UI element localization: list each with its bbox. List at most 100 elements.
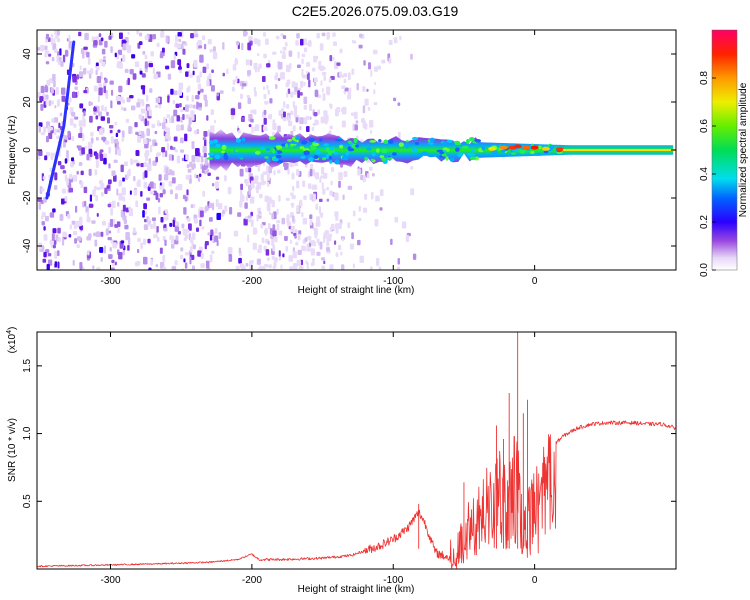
spectrogram-noise-cell xyxy=(107,237,112,241)
spectrogram-noise-cell xyxy=(71,135,75,142)
spectrogram-noise-cell xyxy=(191,163,196,169)
spectrogram-noise-cell xyxy=(176,155,180,164)
spectrogram-noise-cell xyxy=(65,269,67,270)
spectrogram-noise-cell xyxy=(177,231,181,235)
spectrogram-signal-blob xyxy=(215,143,221,148)
spectrogram-signal-blob xyxy=(214,154,221,160)
spectrogram-noise-cell xyxy=(328,77,332,83)
spectrogram-noise-cell xyxy=(78,31,82,37)
spectrogram-signal-blob xyxy=(254,150,261,155)
spectrogram-noise-cell xyxy=(379,189,384,197)
spectrogram-noise-cell xyxy=(72,259,75,266)
spectrogram-noise-cell xyxy=(190,110,195,117)
spectrogram-noise-cell xyxy=(335,226,339,234)
spectrogram-noise-cell xyxy=(313,227,316,232)
spectrogram-noise-cell xyxy=(124,68,129,73)
spectrogram-noise-cell xyxy=(88,148,93,155)
spectrogram-signal-blob xyxy=(328,156,332,160)
spectrogram-noise-cell xyxy=(159,192,164,198)
spectrogram-noise-cell xyxy=(184,104,189,112)
spectrogram-noise-cell xyxy=(156,42,160,47)
spectrogram-signal-blob xyxy=(370,158,374,162)
spectrogram-noise-cell xyxy=(50,152,54,161)
spectrogram-signal-blob xyxy=(220,150,226,154)
spectrogram-noise-cell xyxy=(76,244,80,249)
spectrogram-noise-cell xyxy=(185,154,189,161)
spectrogram-noise-cell xyxy=(261,265,266,270)
spectrogram-signal-blob xyxy=(491,149,498,155)
spectrogram-noise-cell xyxy=(127,31,130,36)
spectrogram-noise-cell xyxy=(265,269,269,270)
spectrogram-noise-cell xyxy=(245,216,248,220)
spectrogram-hot-spot xyxy=(499,145,508,150)
spectrogram-y-axis-label: Frequency (Hz) xyxy=(7,116,18,185)
spectrogram-noise-cell xyxy=(44,45,48,51)
spectrogram-noise-cell xyxy=(343,78,347,84)
spectrogram-noise-cell xyxy=(140,108,146,114)
spectrogram-noise-cell xyxy=(278,230,283,236)
spectrogram-noise-cell xyxy=(266,202,271,211)
spectrogram-signal-blob xyxy=(481,146,486,151)
spectrogram-signal-blob xyxy=(457,152,463,157)
spectrogram-noise-cell xyxy=(83,67,87,75)
spectrogram-noise-cell xyxy=(291,195,296,200)
spectrogram-noise-cell xyxy=(154,142,158,146)
spectrogram-noise-cell xyxy=(144,218,147,223)
spectrogram-noise-cell xyxy=(184,252,190,256)
spectrogram-noise-cell xyxy=(147,216,150,223)
spectrogram-signal-blob xyxy=(235,138,242,143)
spectrogram-noise-cell xyxy=(410,166,414,170)
spectrogram-noise-cell xyxy=(337,244,342,251)
spectrogram-noise-cell xyxy=(226,68,229,75)
spectrogram-noise-cell xyxy=(169,189,173,195)
spectrogram-noise-cell xyxy=(376,258,380,266)
spectrogram-noise-cell xyxy=(397,131,401,140)
spectrogram-noise-cell xyxy=(303,96,308,104)
spectrogram-noise-cell xyxy=(164,216,167,221)
spectrogram-signal-blob xyxy=(271,148,276,154)
spectrogram-noise-cell xyxy=(200,155,204,163)
spectrogram-noise-cell xyxy=(156,226,159,233)
spectrogram-noise-cell xyxy=(39,186,43,194)
spectrogram-noise-cell xyxy=(92,189,96,197)
spectrogram-noise-cell xyxy=(314,89,319,97)
spectrogram-noise-cell xyxy=(264,229,269,234)
spectrogram-noise-cell xyxy=(370,69,373,77)
spectrogram-noise-cell xyxy=(296,180,300,189)
colorbar-tick-label: 0.2 xyxy=(699,215,710,229)
spectrogram-noise-cell xyxy=(235,265,240,270)
spectrogram-noise-cell xyxy=(102,82,107,87)
spectrogram-noise-cell xyxy=(280,33,284,37)
spectrogram-noise-cell xyxy=(57,51,60,57)
spectrogram-noise-cell xyxy=(86,236,91,241)
spectrogram-signal-blob xyxy=(405,140,409,143)
spectrogram-noise-cell xyxy=(280,72,285,80)
spectrogram-noise-cell xyxy=(344,87,349,92)
spectrogram-noise-cell xyxy=(296,259,302,266)
spectrogram-hot-spot xyxy=(530,145,539,150)
spectrogram-noise-cell xyxy=(156,152,161,157)
spectrogram-noise-cell xyxy=(86,211,90,219)
spectrogram-noise-cell xyxy=(129,95,134,99)
spectrogram-noise-cell xyxy=(165,65,170,70)
spectrogram-noise-cell xyxy=(256,214,259,222)
spectrogram-noise-cell xyxy=(129,190,132,195)
spectrogram-noise-cell xyxy=(282,46,286,51)
spectrogram-noise-cell xyxy=(105,228,109,236)
spectrogram-noise-cell xyxy=(379,207,383,211)
spectrogram-noise-cell xyxy=(245,262,249,267)
spectrogram-noise-cell xyxy=(375,195,380,202)
spectrogram-noise-cell xyxy=(59,48,62,56)
spectrogram-noise-cell xyxy=(139,41,143,45)
spectrogram-noise-cell xyxy=(150,258,153,266)
spectrogram-noise-cell xyxy=(290,226,295,233)
spectrogram-noise-cell xyxy=(280,113,284,119)
spectrogram-noise-cell xyxy=(158,174,162,181)
spectrogram-noise-cell xyxy=(166,114,171,119)
spectrogram-noise-cell xyxy=(176,115,180,122)
spectrogram-noise-cell xyxy=(69,118,74,126)
spectrogram-noise-cell xyxy=(205,205,209,211)
spectrogram-noise-cell xyxy=(199,210,204,218)
spectrogram-noise-cell xyxy=(359,33,363,38)
spectrogram-noise-cell xyxy=(155,264,159,268)
